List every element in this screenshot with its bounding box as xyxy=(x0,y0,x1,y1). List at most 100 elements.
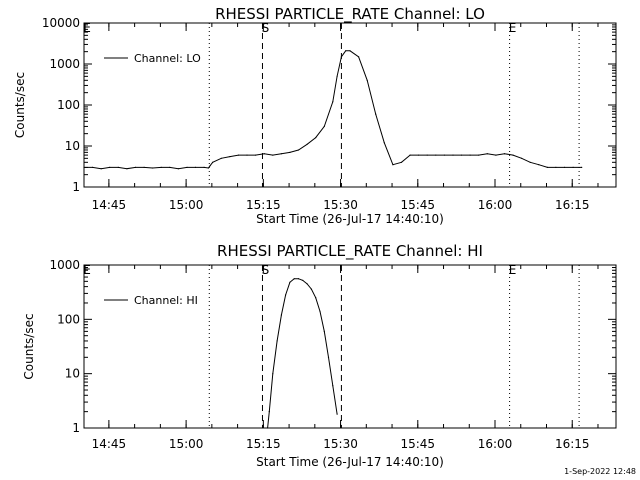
data-point xyxy=(152,167,154,169)
data-point xyxy=(203,166,205,168)
data-point xyxy=(310,288,312,290)
data-point xyxy=(336,75,338,77)
data-point xyxy=(209,165,211,167)
data-point xyxy=(400,161,403,163)
data-point xyxy=(319,310,321,312)
x-tick-label: 16:15 xyxy=(555,198,590,212)
chart-title: RHESSI PARTICLE_RATE Channel: HI xyxy=(217,242,483,261)
data-point xyxy=(306,283,308,285)
data-point xyxy=(302,279,304,281)
data-point xyxy=(452,154,454,156)
marker-label: S xyxy=(262,21,270,35)
plot-frame xyxy=(83,22,617,188)
data-point xyxy=(521,157,523,159)
data-point xyxy=(469,154,471,156)
data-point xyxy=(315,297,317,299)
x-tick-label: 16:00 xyxy=(478,437,513,451)
data-point xyxy=(117,166,119,168)
data-point xyxy=(220,157,222,159)
y-tick-label: 1000 xyxy=(49,57,80,71)
data-point xyxy=(345,50,347,52)
x-tick-label: 15:30 xyxy=(323,437,358,451)
data-point xyxy=(563,166,566,168)
data-point xyxy=(100,168,102,170)
data-point xyxy=(366,79,368,81)
data-point xyxy=(418,154,420,156)
data-point xyxy=(255,154,257,156)
data-point xyxy=(336,413,338,415)
legend-label: Channel: HI xyxy=(134,294,198,307)
y-tick-label: 10 xyxy=(65,139,80,153)
data-point xyxy=(332,101,334,103)
data-point xyxy=(529,161,531,163)
y-axis-label: Counts/sec xyxy=(13,72,27,138)
data-point xyxy=(327,356,330,358)
y-tick-label: 1 xyxy=(72,421,80,435)
x-tick-label: 15:00 xyxy=(169,198,204,212)
data-point xyxy=(426,154,428,156)
y-tick-label: 10 xyxy=(65,367,80,381)
marker-label-edge: E xyxy=(83,21,91,35)
data-point xyxy=(280,314,282,316)
data-point xyxy=(306,143,308,145)
data-point xyxy=(392,164,394,166)
data-point xyxy=(263,153,265,155)
data-point xyxy=(503,153,506,155)
data-point xyxy=(323,125,325,127)
data-point xyxy=(126,168,128,170)
data-point xyxy=(460,154,463,156)
data-point xyxy=(555,166,557,168)
data-point xyxy=(538,164,540,166)
marker-label: E xyxy=(509,263,517,277)
data-point xyxy=(280,153,282,155)
x-tick-label: 15:15 xyxy=(246,437,281,451)
data-point xyxy=(186,166,188,168)
data-point xyxy=(443,154,445,156)
data-point xyxy=(194,166,197,168)
data-point xyxy=(109,166,111,168)
data-point xyxy=(315,137,317,139)
chart-panel-1: RHESSI PARTICLE_RATE Channel: LO 14:45 15:… xyxy=(13,5,617,226)
y-tick-label: 100 xyxy=(57,98,80,112)
data-point xyxy=(323,330,325,332)
data-point xyxy=(92,166,94,168)
y-tick-label: 10000 xyxy=(42,16,80,30)
x-tick-label: 15:30 xyxy=(323,198,358,212)
data-point xyxy=(572,166,574,168)
x-tick-label: 16:15 xyxy=(555,437,590,451)
marker-label: S xyxy=(262,263,270,277)
marker-label: E xyxy=(509,21,517,35)
x-tick-label: 14:45 xyxy=(92,198,127,212)
y-axis-label: Counts/sec xyxy=(22,313,36,379)
data-point xyxy=(289,151,291,153)
data-point xyxy=(581,166,583,168)
y-tick-label: 1000 xyxy=(49,258,80,272)
data-point xyxy=(83,166,85,168)
data-point xyxy=(293,278,295,280)
data-point xyxy=(495,154,497,156)
chart-title: RHESSI PARTICLE_RATE Channel: LO xyxy=(215,5,485,24)
data-point xyxy=(229,156,231,158)
data-point xyxy=(207,167,209,169)
plot-frame xyxy=(83,264,617,429)
data-point xyxy=(272,154,274,156)
data-point xyxy=(272,373,274,375)
data-point xyxy=(486,153,488,155)
data-point xyxy=(276,340,278,342)
data-point xyxy=(237,154,240,156)
data-point xyxy=(289,281,291,283)
data-point xyxy=(358,56,360,58)
x-tick-label: 15:15 xyxy=(246,198,281,212)
data-point xyxy=(285,294,287,296)
x-axis-label: Start Time (26-Jul-17 14:40:10) xyxy=(256,212,444,226)
data-point xyxy=(134,166,137,168)
data-point xyxy=(160,166,162,168)
data-point xyxy=(177,168,179,170)
x-tick-label: 15:45 xyxy=(400,198,435,212)
x-tick-label: 15:45 xyxy=(400,437,435,451)
data-point xyxy=(409,154,411,156)
x-tick-label: 16:00 xyxy=(478,198,513,212)
data-point xyxy=(268,411,270,413)
data-point xyxy=(143,166,145,168)
